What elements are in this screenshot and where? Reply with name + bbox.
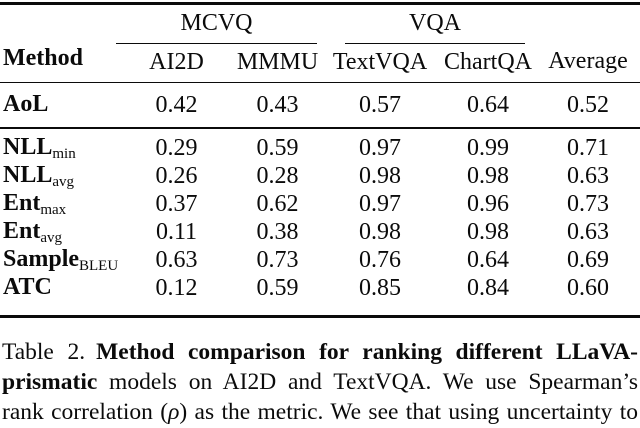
cell-value: 0.71 [567,135,609,162]
cell-value: 0.73 [567,191,609,218]
cell-value: 0.98 [467,219,509,246]
column-header-row: AI2D MMMU TextVQA ChartQA [0,44,640,82]
row-method-label: ATC [0,274,118,303]
mid-rule [0,127,640,129]
cell-value: 0.98 [359,219,401,246]
table-row-sample-bleu: SampleBLEU 0.63 0.73 0.76 0.64 0.69 [0,246,640,275]
table-row-atc: ATC 0.12 0.59 0.85 0.84 0.60 [0,274,640,303]
cell-value: 0.98 [467,163,509,190]
caption-bold-text: prismatic [2,368,98,395]
method-subscript: min [52,146,76,163]
group-label-vqa: VQA [409,10,461,37]
table-header: MCVQ VQA AI2D MMMU TextVQA ChartQA Metho… [0,5,640,82]
caption-normal-text: rank correlation ( [2,398,169,425]
column-header-average: Average [548,47,628,74]
cell-value: 0.38 [256,219,299,246]
cell-value: 0.60 [567,275,609,302]
group-header-gap [317,5,345,44]
caption-bold-text: Method comparison for ranking different … [96,338,638,365]
column-header-method: Method [3,44,83,71]
cell-value: 0.64 [467,91,509,118]
cell-value: 0.62 [256,191,299,218]
method-subscript: max [40,202,67,219]
cell-value: 0.85 [359,275,401,302]
method-base: AoL [3,90,49,117]
row-method-label: NLLavg [0,162,118,191]
cell-value: 0.63 [567,163,609,190]
row-method-label: Entmax [0,190,118,219]
method-subscript: BLEU [79,258,119,275]
group-header-row: MCVQ VQA [0,5,640,44]
cell-value: 0.52 [567,91,609,118]
method-base: NLL [3,162,53,189]
cell-value: 0.42 [155,91,198,118]
caption-rho-symbol: ρ [168,398,180,425]
cell-value: 0.76 [359,247,401,274]
cell-value: 0.29 [155,135,198,162]
method-base: Sample [3,246,80,273]
group-label-mcvq: MCVQ [180,10,253,37]
group-header-spacer [0,5,116,44]
cell-value: 0.84 [467,275,509,302]
cell-value: 0.59 [256,135,299,162]
cell-value: 0.97 [359,135,401,162]
row-method-label: NLLmin [0,134,118,163]
caption-line-1: Table 2. Method comparison for ranking di… [2,337,638,367]
method-base: NLL [3,134,53,161]
cell-value: 0.98 [359,163,401,190]
table-row-ent-max: Entmax 0.37 0.62 0.97 0.96 0.73 [0,190,640,219]
cell-value: 0.63 [155,247,198,274]
cell-value: 0.63 [567,219,609,246]
table-body: NLLmin 0.29 0.59 0.97 0.99 0.71 NLLavg 0… [0,129,640,315]
cell-value: 0.28 [256,163,299,190]
table-top-rule [0,2,640,5]
method-base: Ent [3,218,41,245]
cell-value: 0.59 [256,275,299,302]
table-row-aol: AoL 0.42 0.43 0.57 0.64 0.52 [0,83,640,127]
row-method-label: AoL [0,91,118,120]
header-bottom-rule [0,81,640,84]
table-caption: Table 2. Method comparison for ranking di… [0,337,640,427]
caption-label: Table 2. [2,338,86,365]
cell-value: 0.69 [567,247,609,274]
method-base: ATC [3,274,52,301]
table-row-nll-avg: NLLavg 0.26 0.28 0.98 0.98 0.63 [0,162,640,191]
method-base: Ent [3,190,41,217]
cell-value: 0.26 [155,163,198,190]
caption-normal-text: models on AI2D and TextVQA. We use Spear… [97,368,638,395]
cell-value: 0.12 [155,275,198,302]
column-header-ai2d: AI2D [149,49,204,76]
caption-line-3: rank correlation (ρ) as the metric. We s… [2,397,638,427]
row-method-label: Entavg [0,218,118,247]
cell-value: 0.73 [256,247,299,274]
group-header-mcvq: MCVQ [116,5,317,44]
cell-value: 0.99 [467,135,509,162]
cell-value: 0.43 [256,91,299,118]
caption-line-2: prismatic models on AI2D and TextVQA. We… [2,367,638,397]
method-subscript: avg [40,230,63,247]
table-row-ent-avg: Entavg 0.11 0.38 0.98 0.98 0.63 [0,218,640,247]
column-header-mmmu: MMMU [236,49,319,76]
method-subscript: avg [52,174,75,191]
table-row-nll-min: NLLmin 0.29 0.59 0.97 0.99 0.71 [0,134,640,163]
caption-normal-text: ) as the metric. We see that using uncer… [179,398,638,425]
cell-value: 0.37 [155,191,198,218]
cell-value: 0.11 [155,219,198,246]
column-header-chartqa: ChartQA [444,49,532,76]
results-table: MCVQ VQA AI2D MMMU TextVQA ChartQA Metho… [0,2,640,318]
cell-value: 0.64 [467,247,509,274]
cell-value: 0.97 [359,191,401,218]
row-method-label: SampleBLEU [0,246,118,275]
column-header-textvqa: TextVQA [332,49,428,76]
group-header-vqa: VQA [345,5,525,44]
cell-value: 0.57 [359,91,401,118]
cell-value: 0.96 [467,191,509,218]
table-bottom-rule [0,314,640,318]
